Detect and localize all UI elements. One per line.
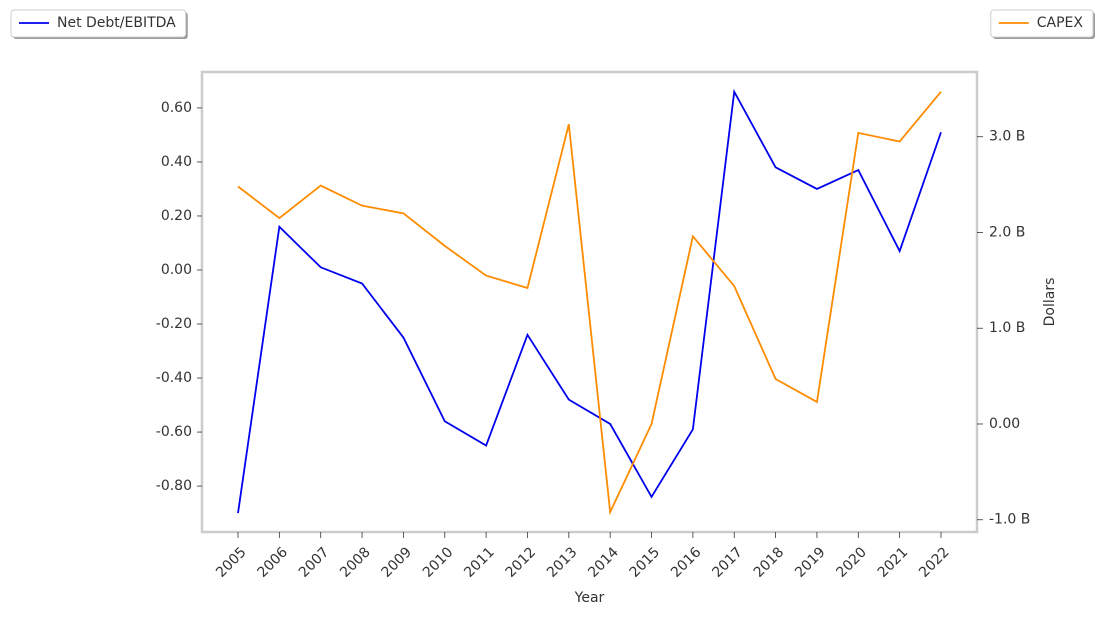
x-tick-label: 2019: [792, 544, 829, 581]
legend-box: [990, 9, 1094, 38]
x-tick-label: 2010: [420, 544, 457, 581]
legend-label: Net Debt/EBITDA: [57, 15, 176, 31]
y-tick-label: 0.00: [161, 262, 192, 278]
x-tick-label: 2005: [213, 544, 250, 581]
legend-label: CAPEX: [1037, 15, 1084, 31]
x-tick-label: 2014: [585, 544, 622, 581]
x-tick-label: 2022: [916, 544, 953, 581]
y2-tick-label: 0.00: [989, 416, 1020, 432]
x-tick-label: 2015: [627, 544, 664, 581]
x-tick-label: 2017: [709, 544, 746, 581]
y2-axis-label: Dollars: [1042, 278, 1058, 327]
legend: Net Debt/EBITDA: [10, 9, 188, 39]
legend: CAPEX: [990, 9, 1095, 39]
x-tick-label: 2007: [296, 544, 333, 581]
y-tick-label: -0.20: [156, 316, 192, 332]
y-tick-label: 0.40: [161, 154, 192, 170]
y-tick-label: -0.60: [156, 424, 192, 440]
x-tick-label: 2020: [833, 544, 870, 581]
x-tick-label: 2006: [254, 544, 291, 581]
data-line: [237, 88, 942, 514]
y2-tick-label: 1.0 B: [989, 320, 1025, 336]
y-tick-label: -0.40: [156, 370, 192, 386]
y-tick-label: 0.60: [161, 100, 192, 116]
y2-tick-label: -1.0 B: [989, 512, 1030, 528]
legend-box: [10, 9, 187, 38]
y-tick-label: -0.80: [156, 478, 192, 494]
x-tick-label: 2018: [751, 544, 788, 581]
x-tick-label: 2009: [379, 544, 416, 581]
x-axis-label: Year: [574, 590, 605, 606]
x-tick-label: 2016: [668, 544, 705, 581]
y-tick-label: 0.20: [161, 208, 192, 224]
y2-tick-label: 3.0 B: [989, 129, 1025, 145]
x-tick-label: 2012: [503, 544, 540, 581]
x-tick-label: 2021: [875, 544, 912, 581]
x-tick-label: 2011: [461, 544, 498, 581]
y2-tick-label: 2.0 B: [989, 224, 1025, 240]
data-line: [237, 91, 942, 516]
x-tick-label: 2008: [337, 544, 374, 581]
plot-frame: [200, 70, 979, 534]
x-tick-label: 2013: [544, 544, 581, 581]
